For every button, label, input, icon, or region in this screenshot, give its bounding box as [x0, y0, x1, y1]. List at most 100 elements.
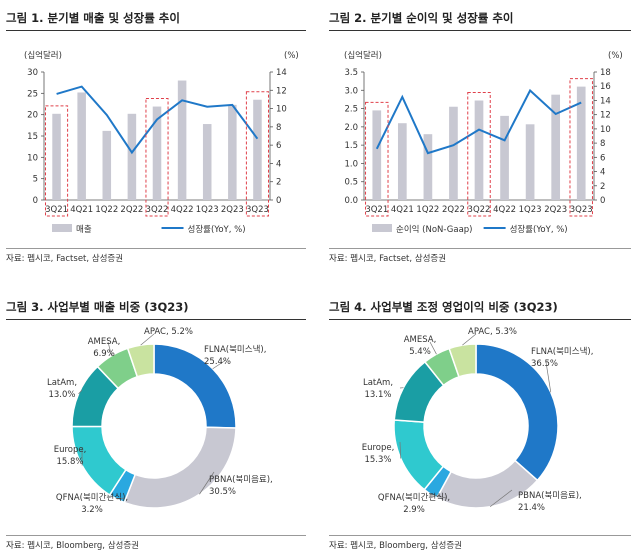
slice-value-label: 21.4% — [518, 503, 545, 513]
figure-1-title: 그림 1. 분기별 매출 및 성장률 추이 — [6, 11, 180, 25]
slice-label: LatAm, — [47, 378, 77, 388]
bar-2Q23 — [551, 94, 561, 200]
leader-line — [462, 333, 477, 346]
figure-1-bottom-rule — [6, 248, 306, 249]
y-left-tick-label: 1.5 — [344, 141, 358, 151]
y-right-tick-label: 16 — [600, 82, 611, 92]
y-right-tick-label: 18 — [600, 68, 611, 78]
y-axis-left-label: (십억달러) — [344, 50, 382, 61]
bar-4Q22 — [500, 115, 509, 200]
slice-value-label: 30.5% — [209, 487, 236, 497]
y-right-tick-label: 12 — [600, 111, 611, 121]
slice-label: QFNA(북미간편식), — [56, 492, 128, 503]
x-tick-label: 3Q23 — [246, 205, 269, 215]
leader-line — [430, 493, 447, 499]
x-tick-label: 1Q23 — [196, 205, 219, 215]
x-tick-label: 3Q23 — [570, 205, 593, 215]
bar-3Q22 — [152, 106, 162, 200]
figure-4-source: 자료: 펩시코, Bloomberg, 삼성증권 — [329, 541, 462, 551]
figure-1-top-rule — [6, 30, 306, 31]
slice-label: AMESA, — [88, 337, 121, 347]
y-right-tick-label: 0 — [600, 196, 605, 206]
legend-bar-label: 순이익 (NoN-Gaap) — [396, 224, 473, 235]
figure-4-title: 그림 4. 사업부별 조정 영업이익 비중 (3Q23) — [329, 300, 558, 314]
figure-2-title: 그림 2. 분기별 순이익 및 성장률 추이 — [329, 11, 514, 25]
slice-value-label: 25.4% — [204, 357, 231, 367]
highlight-box-3Q21 — [365, 101, 389, 217]
leader-line — [78, 389, 83, 395]
y-left-tick-label: 0.0 — [344, 196, 358, 206]
y-right-tick-label: 4 — [600, 168, 605, 178]
slice-label: PBNA(북미음료), — [209, 475, 273, 485]
x-tick-label: 2Q23 — [221, 205, 244, 215]
legend-line-label: 성장률(YoY, %) — [188, 224, 246, 235]
slice-value-label: 2.9% — [403, 505, 425, 515]
x-tick-label: 3Q21 — [365, 205, 388, 215]
y-left-tick-label: 5 — [33, 175, 38, 185]
bar-1Q23 — [202, 124, 212, 200]
y-left-tick-label: 1.0 — [344, 159, 358, 169]
bar-1Q23 — [525, 124, 535, 200]
leader-line — [429, 341, 437, 355]
x-tick-label: 2Q22 — [120, 205, 143, 215]
y-right-tick-label: 8 — [600, 139, 605, 149]
figure-1-chart: (십억달러) (%) 0 5 10 15 20 25 30 0 2 4 6 8 10 12 14 3Q21 4Q21… — [24, 50, 299, 235]
x-tick-label: 3Q22 — [146, 205, 169, 215]
y-left-tick-label: 2.5 — [344, 105, 358, 115]
figure-4-top-rule — [329, 319, 631, 320]
x-tick-label: 3Q22 — [468, 205, 491, 215]
leader-line — [107, 341, 112, 356]
bar-2Q22 — [127, 113, 137, 200]
y-left-tick-label: 3.5 — [344, 68, 358, 78]
y-right-tick-label: 12 — [276, 86, 287, 96]
slice-value-label: 15.8% — [56, 457, 83, 467]
x-tick-label: 1Q22 — [95, 205, 118, 215]
x-tick-label: 4Q22 — [171, 205, 194, 215]
x-tick-label: 1Q23 — [519, 205, 542, 215]
y-right-tick-label: 4 — [276, 159, 281, 169]
slice-label: PBNA(북미음료), — [518, 491, 582, 501]
slice-FLNA(북미스낵) — [475, 343, 559, 482]
leader-line — [399, 441, 402, 459]
leader-line — [545, 361, 552, 393]
highlight-box-3Q22 — [467, 92, 491, 217]
figure-3-title: 그림 3. 사업부별 매출 비중 (3Q23) — [6, 300, 189, 314]
figure-3-chart: FLNA(북미스낵), 25.4% PBNA(북미음료), 30.5% QFNA(북미간… — [47, 327, 273, 515]
y-axis-right-label: (%) — [608, 51, 623, 61]
slice-value-label: 6.9% — [93, 349, 115, 359]
slice-label: FLNA(북미스낵), — [531, 346, 593, 357]
slice-value-label: 36.5% — [531, 359, 558, 369]
y-left-tick-label: 10 — [27, 153, 38, 163]
slice-label: FLNA(북미스낵), — [204, 344, 266, 355]
leader-line — [212, 359, 227, 370]
y-left-tick-label: 2.0 — [344, 123, 358, 133]
y-left-tick-label: 20 — [27, 111, 38, 121]
figure-4-chart: FLNA(북미스낵), 36.5% PBNA(북미음료), 21.4% QFNA(북미간… — [362, 327, 594, 515]
bar-3Q23 — [253, 99, 262, 200]
highlight-box-3Q23 — [245, 91, 269, 217]
legend-bar-swatch — [372, 224, 392, 232]
bar-1Q22 — [102, 130, 112, 200]
bar-3Q22 — [474, 100, 484, 200]
y-left-tick-label: 3.0 — [344, 86, 358, 96]
y-left-tick-label: 15 — [27, 132, 38, 142]
leader-line — [199, 471, 215, 495]
slice-label: AMESA, — [404, 335, 437, 345]
y-right-tick-label: 2 — [276, 178, 281, 188]
y-axis-left-label: (십억달러) — [24, 50, 62, 61]
figure-3-source: 자료: 펩시코, Bloomberg, 삼성증권 — [6, 541, 139, 551]
slice-label: APAC, 5.3% — [468, 327, 517, 337]
y-right-tick-label: 8 — [276, 123, 281, 133]
x-tick-label: 4Q21 — [70, 205, 93, 215]
bar-2Q23 — [228, 104, 237, 200]
legend-line-label: 성장률(YoY, %) — [510, 224, 568, 235]
bar-2Q22 — [449, 106, 458, 200]
x-tick-label: 4Q22 — [493, 205, 516, 215]
slice-value-label: 5.4% — [409, 347, 431, 357]
slice-label: APAC, 5.2% — [144, 327, 193, 337]
slice-value-label: 13.1% — [364, 390, 391, 400]
figure-3-bottom-rule — [6, 535, 306, 536]
x-tick-label: 2Q22 — [442, 205, 465, 215]
bar-4Q21 — [77, 92, 86, 200]
y-left-tick-label: 25 — [27, 89, 38, 99]
